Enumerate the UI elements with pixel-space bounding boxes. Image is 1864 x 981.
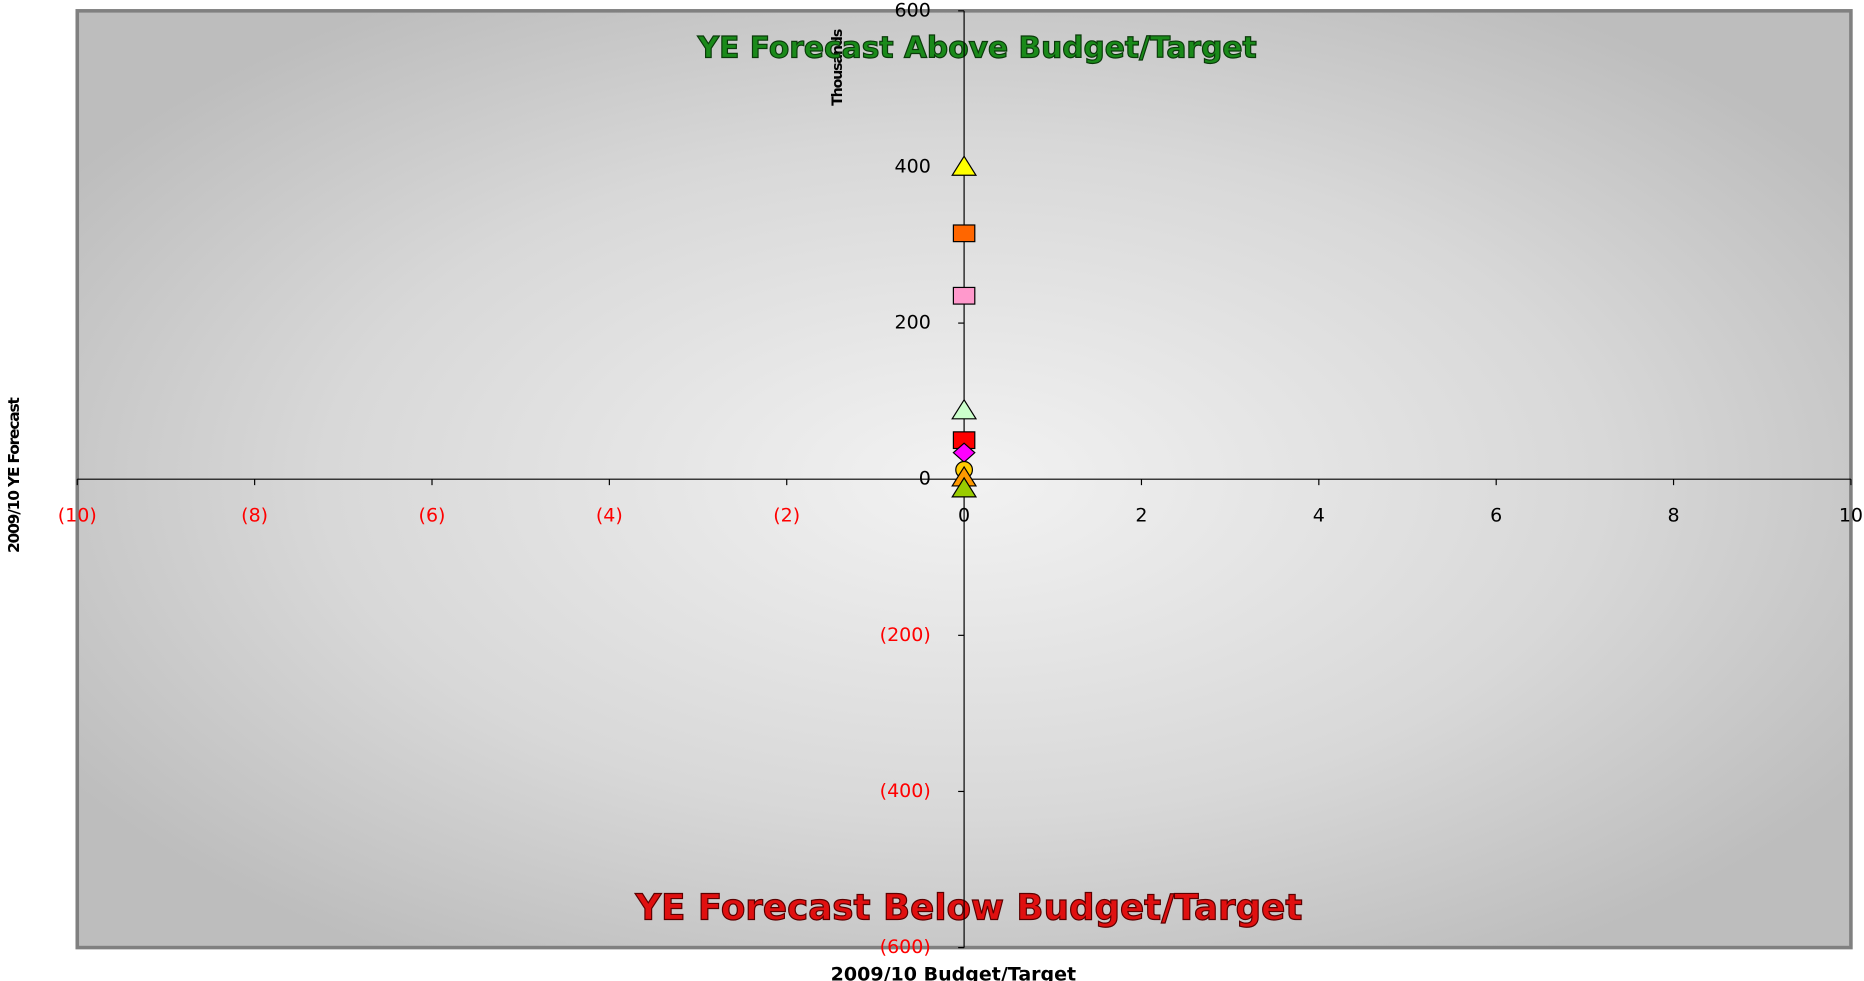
marker (952, 286, 976, 305)
annotation: YE Forecast Below Budget/Target (634, 888, 1302, 929)
marker (951, 398, 978, 420)
x-tick-label: (2) (773, 505, 800, 527)
y-tick-label: 200 (895, 312, 931, 334)
y-tick-label: 400 (895, 155, 931, 177)
y-tick-label: (400) (880, 780, 931, 802)
y-tick-label: (200) (880, 624, 931, 646)
x-tick-label: 8 (1668, 505, 1680, 527)
y-tick-label: 600 (895, 0, 931, 21)
y-axis-label: 2009/10 YE Forecast (5, 396, 23, 553)
marker (951, 476, 978, 498)
y-tick-label: (600) (880, 936, 931, 958)
x-tick-label: (6) (419, 505, 446, 527)
marker (951, 155, 978, 176)
marker (952, 224, 976, 243)
x-tick-label: 4 (1313, 505, 1325, 527)
x-axis-label: 2009/10 Budget/Target (831, 963, 1076, 981)
x-tick-label: 0 (958, 505, 970, 527)
x-tick-label: 6 (1490, 505, 1502, 527)
x-tick-label: 10 (1839, 505, 1863, 527)
y-tick-label: 0 (919, 468, 931, 490)
y-unit-label: Thousands (830, 29, 846, 106)
x-tick-label: (4) (596, 505, 623, 527)
x-tick-label: (8) (241, 505, 268, 527)
annotation: YE Forecast Above Budget/Target (697, 30, 1257, 65)
x-tick-label: 2 (1135, 505, 1147, 527)
x-tick-label: (10) (58, 505, 97, 527)
